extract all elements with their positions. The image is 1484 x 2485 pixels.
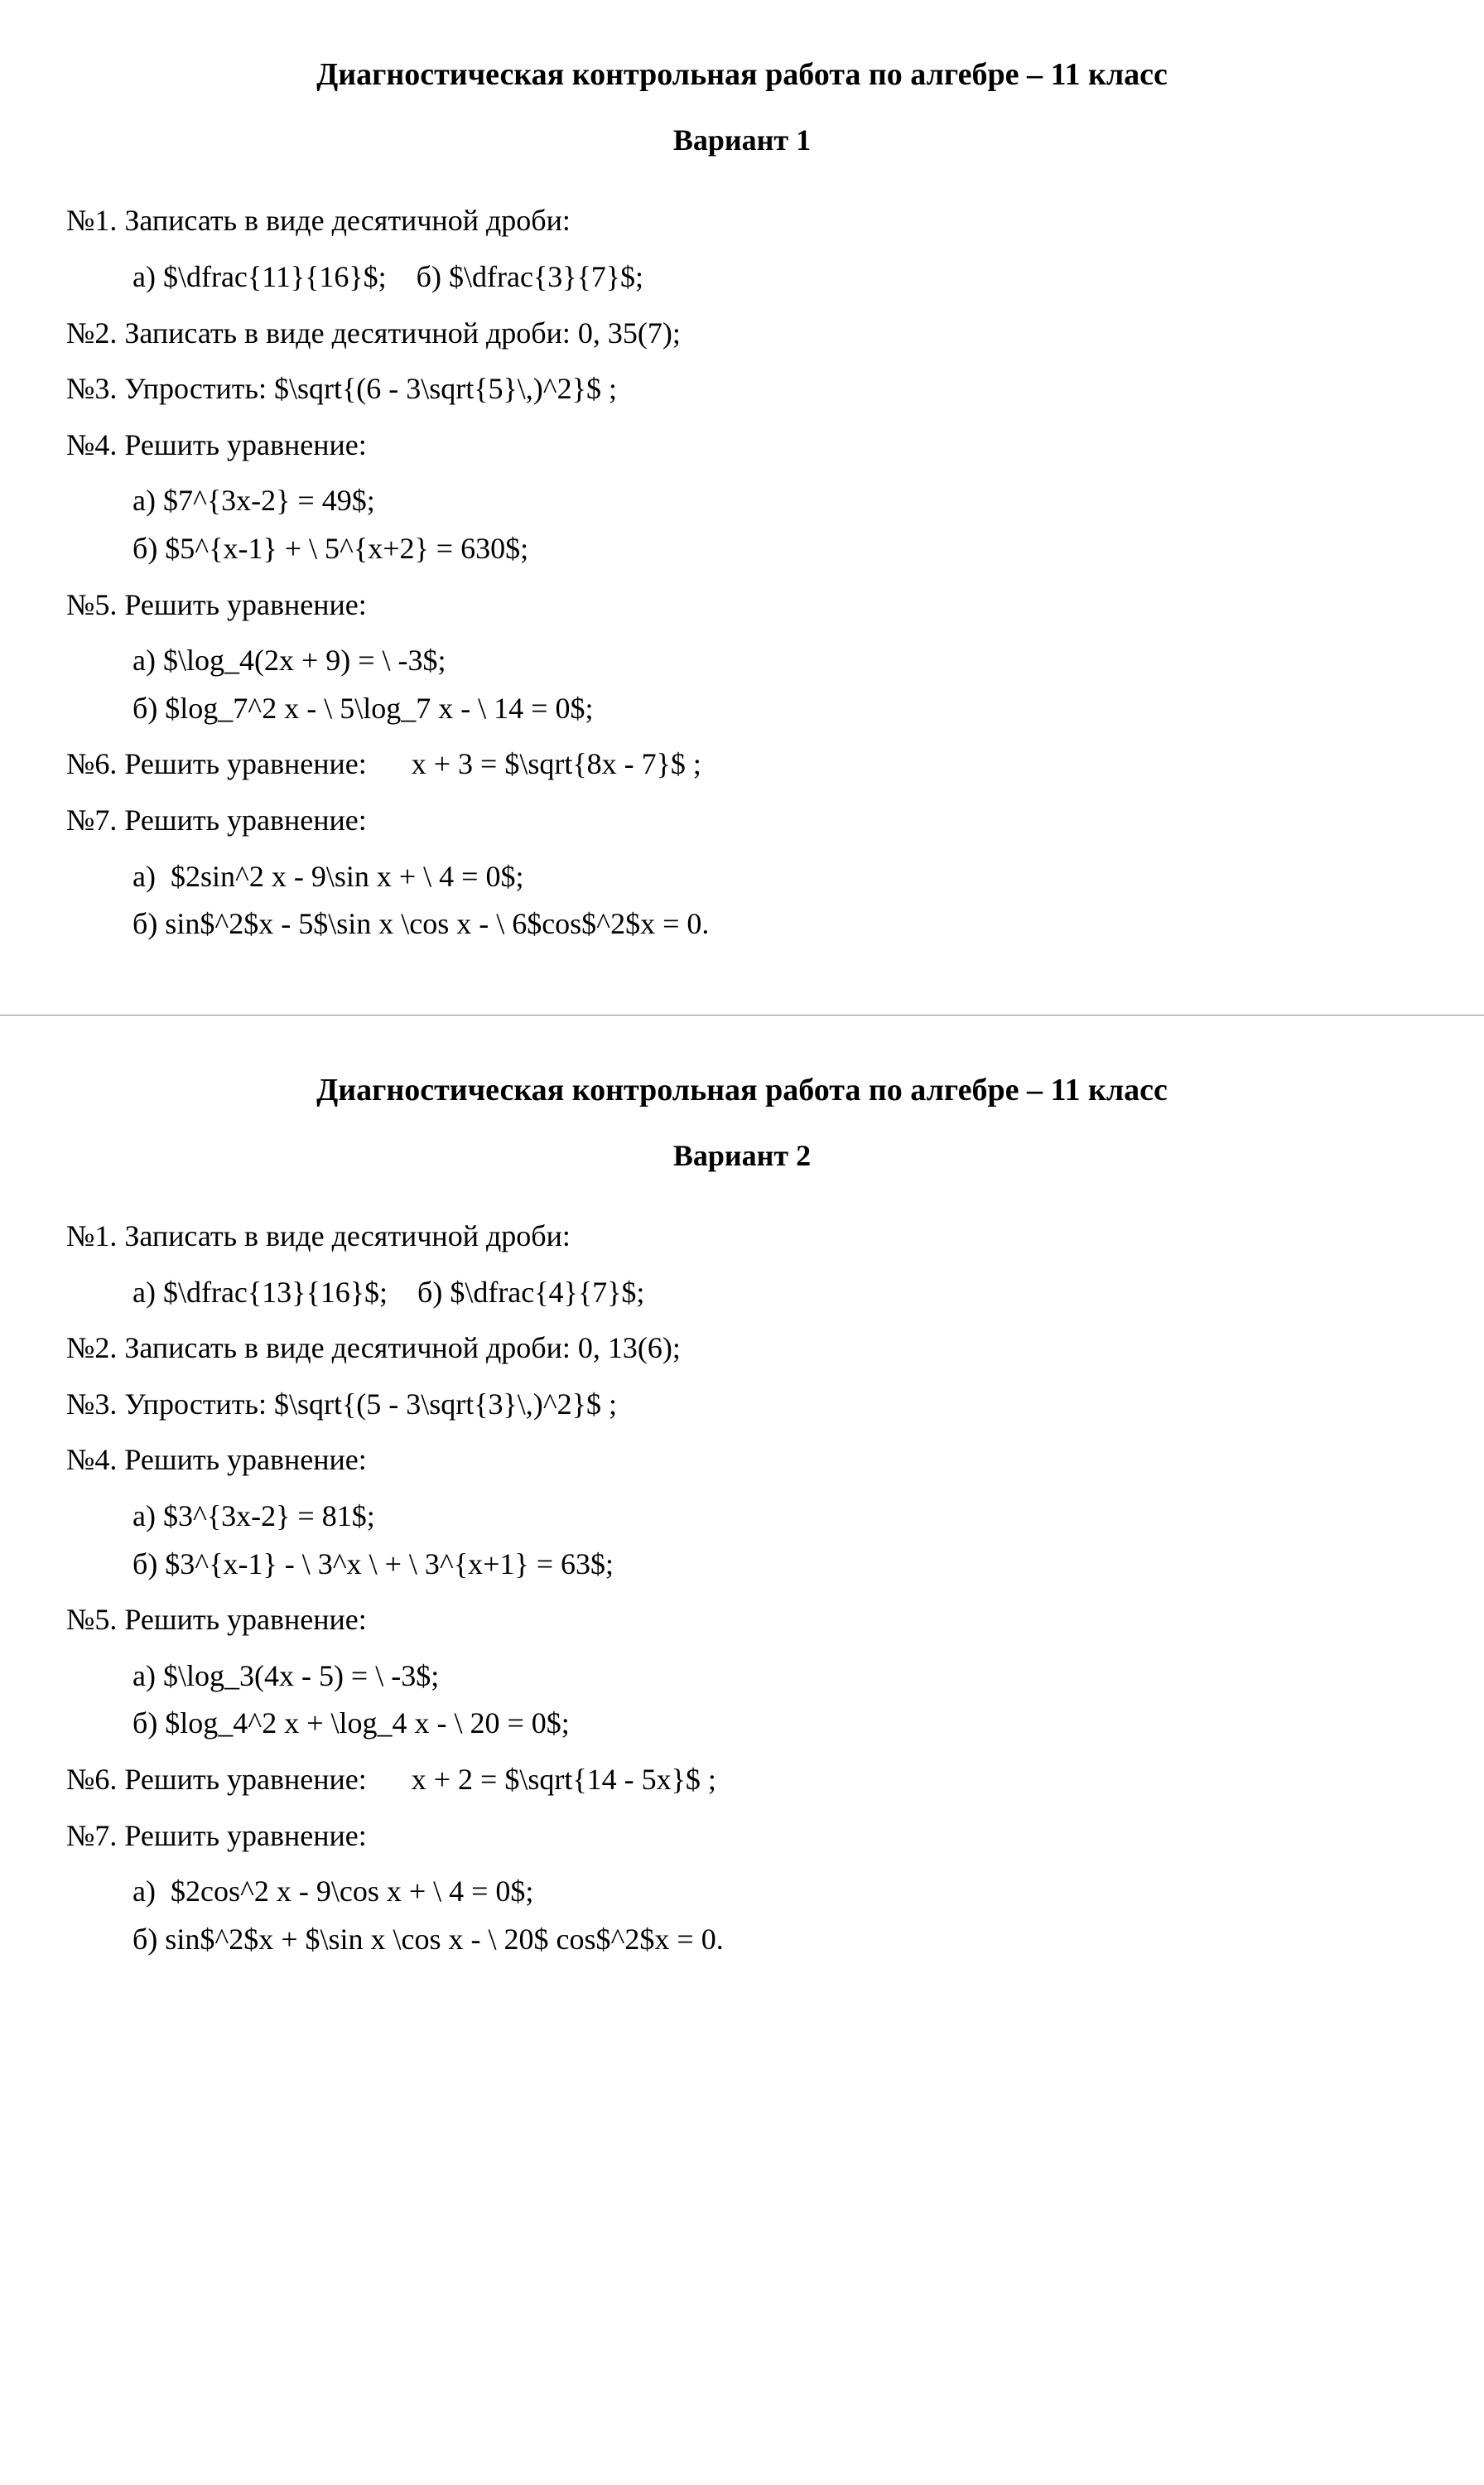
v1-problem-6: №6. Решить уравнение: x + 3 = $\sqrt{8x … [66, 741, 1418, 789]
variant-2-subtitle: Вариант 2 [66, 1132, 1418, 1180]
v2-problem-7a: а) $2cos^2 x - 9\cos x + \ 4 = 0$; [132, 1868, 1418, 1916]
v2-problem-5: №5. Решить уравнение: [66, 1596, 1418, 1644]
v1-problem-4a: а) $7^{3x-2} = 49$; [132, 477, 1418, 525]
v2-problem-7: №7. Решить уравнение: [66, 1812, 1418, 1860]
v1-problem-4: №4. Решить уравнение: [66, 422, 1418, 470]
v1-problem-4b: б) $5^{x-1} + \ 5^{x+2} = 630$; [132, 525, 1418, 573]
v2-problem-1-items: а) $\dfrac{13}{16}$; б) $\dfrac{4}{7}$; [132, 1269, 1418, 1317]
v2-problem-4b: б) $3^{x-1} - \ 3^x \ + \ 3^{x+1} = 63$; [132, 1541, 1418, 1589]
v2-problem-2: №2. Записать в виде десятичной дроби: 0,… [66, 1325, 1418, 1373]
v1-problem-1: №1. Записать в виде десятичной дроби: [66, 197, 1418, 245]
v1-problem-1-items: а) $\dfrac{11}{16}$; б) $\dfrac{3}{7}$; [132, 253, 1418, 302]
v2-problem-1: №1. Записать в виде десятичной дроби: [66, 1213, 1418, 1261]
v1-problem-5a: а) $\log_4(2x + 9) = \ -3$; [132, 637, 1418, 685]
v1-problem-7: №7. Решить уравнение: [66, 797, 1418, 845]
v2-problem-5a: а) $\log_3(4x - 5) = \ -3$; [132, 1653, 1418, 1701]
v1-problem-5: №5. Решить уравнение: [66, 581, 1418, 630]
v2-problem-4a: а) $3^{3x-2} = 81$; [132, 1493, 1418, 1541]
v2-problem-6: №6. Решить уравнение: x + 2 = $\sqrt{14 … [66, 1756, 1418, 1804]
v1-problem-5b: б) $log_7^2 x - \ 5\log_7 x - \ 14 = 0$; [132, 685, 1418, 733]
v1-problem-7b: б) sin$^2$x - 5$\sin x \cos x - \ 6$cos$… [132, 900, 1418, 948]
v1-problem-2: №2. Записать в виде десятичной дроби: 0,… [66, 310, 1418, 358]
document-title-2: Диагностическая контрольная работа по ал… [66, 1065, 1418, 1116]
v1-problem-3: №3. Упростить: $\sqrt{(6 - 3\sqrt{5}\,)^… [66, 365, 1418, 413]
document-title-1: Диагностическая контрольная работа по ал… [66, 50, 1418, 100]
v2-problem-7b: б) sin$^2$x + $\sin x \cos x - \ 20$ cos… [132, 1916, 1418, 1964]
v2-problem-5b: б) $log_4^2 x + \log_4 x - \ 20 = 0$; [132, 1700, 1418, 1748]
v1-problem-7a: а) $2sin^2 x - 9\sin x + \ 4 = 0$; [132, 853, 1418, 901]
v2-problem-4: №4. Решить уравнение: [66, 1436, 1418, 1484]
page-divider [0, 1015, 1484, 1016]
v2-problem-3: №3. Упростить: $\sqrt{(5 - 3\sqrt{3}\,)^… [66, 1381, 1418, 1429]
variant-1-subtitle: Вариант 1 [66, 117, 1418, 165]
